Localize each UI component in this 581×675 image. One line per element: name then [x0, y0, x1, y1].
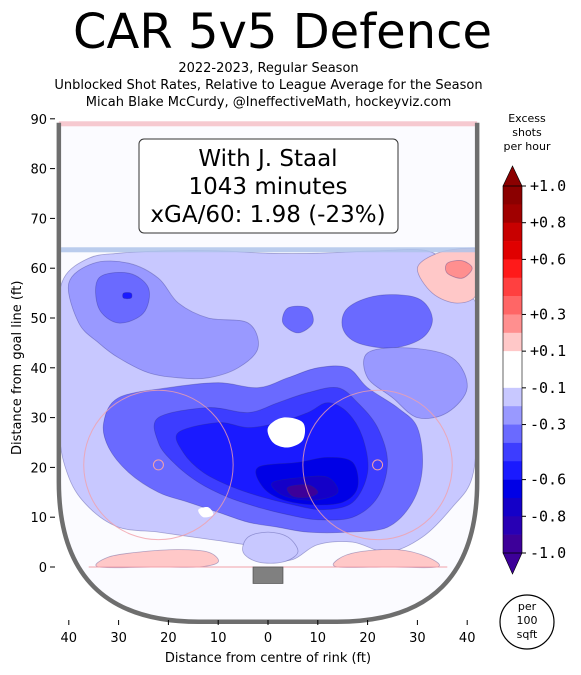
y-tick-label: 60 [30, 262, 47, 277]
goal-net [252, 566, 284, 584]
subtitle-season: 2022-2023, Regular Season [178, 61, 359, 76]
colorbar-tick-label: +0.1 [530, 342, 566, 360]
colorbar-tick-label: +0.6 [530, 250, 566, 268]
x-axis-label: Distance from centre of rink (ft) [165, 651, 371, 666]
unit-badge-line: 100 [517, 614, 538, 627]
colorbar-segment [503, 296, 522, 315]
faceoff-dot-left [152, 459, 164, 471]
annotation-line: 1043 minutes [189, 174, 348, 200]
colorbar-tick-label: -0.1 [530, 379, 566, 397]
upper-right-mid-region [341, 294, 433, 349]
colorbar-tick-label: +0.8 [530, 214, 566, 232]
upper-right-high-core-region [445, 260, 473, 279]
colorbar-segment [503, 516, 522, 535]
x-tick-label: 40 [459, 631, 476, 646]
y-tick-label: 40 [30, 362, 47, 377]
faceoff-dot-right [372, 459, 384, 471]
y-tick-label: 50 [30, 312, 47, 327]
y-axis-label: Distance from goal line (ft) [10, 281, 25, 455]
y-tick-label: 70 [30, 212, 47, 227]
colorbar-segment [503, 534, 522, 554]
annotation-line: xGA/60: 1.98 (-23%) [150, 202, 385, 228]
y-tick-label: 0 [39, 561, 47, 576]
colorbar-segment [503, 387, 522, 407]
slot-center-region [286, 484, 319, 499]
colorbar-bottom-arrow [502, 552, 523, 575]
x-tick-label: 30 [409, 631, 426, 646]
annotation-line: With J. Staal [198, 146, 337, 172]
blue-line [58, 247, 478, 253]
heatmap-regions [58, 247, 478, 569]
y-tick-label: 30 [30, 412, 47, 427]
faceoff-circle-left [83, 389, 234, 541]
faceoff-circle-right [302, 389, 453, 541]
x-tick-label: 40 [61, 631, 78, 646]
x-tick-label: 30 [110, 631, 127, 646]
left-small-dot-region [198, 506, 214, 518]
colorbar-segment [503, 241, 522, 260]
chart-title: CAR 5v5 Defence [73, 4, 492, 60]
upper-left-deep-region [95, 272, 150, 324]
subtitle-description: Unblocked Shot Rates, Relative to League… [54, 78, 483, 93]
colorbar-tick-label: -0.6 [530, 471, 566, 489]
colorbar-tick-label: -0.8 [530, 507, 566, 525]
upper-left-dot-region [122, 292, 133, 300]
x-tick-label: 20 [160, 631, 177, 646]
x-tick-label: 10 [210, 631, 227, 646]
colorbar-tick-label: +0.3 [530, 305, 566, 323]
colorbar-segment [503, 277, 522, 297]
colorbar-tick-label: -0.3 [530, 416, 566, 434]
colorbar-segment [503, 461, 522, 480]
colorbar-top-arrow [502, 165, 523, 187]
axes: 40 30 20 10 0 10 20 30 40 0 10 20 30 40 50 60 70 80 90 Dist… [10, 113, 475, 666]
colorbar-segment [503, 259, 522, 279]
y-tick-label: 90 [30, 113, 47, 128]
y-tick-label: 80 [30, 163, 47, 178]
y-tick-label: 20 [30, 461, 47, 476]
crease-light-region [242, 531, 299, 564]
colorbar-title-line: Excess [508, 112, 546, 125]
top-red-line [58, 121, 478, 127]
unit-badge-line: per [518, 600, 537, 613]
centre-small-low-region [282, 305, 314, 334]
right-mid-band-region [363, 347, 468, 419]
colorbar-title-line: shots [512, 126, 542, 139]
colorbar-segment [503, 497, 522, 517]
x-tick-label: 0 [264, 631, 272, 646]
colorbar-title-line: per hour [504, 140, 551, 153]
unit-badge-circle [499, 594, 555, 650]
annotation-frame [138, 138, 399, 234]
unit-badge-line: sqft [517, 628, 538, 641]
colorbar: +1.0 +0.8 +0.6 +0.3 +0.1 -0.1 -0.3 -0.6 -0.8 -1.0… [502, 112, 566, 575]
x-tick-label: 20 [359, 631, 376, 646]
x-tick-label: 10 [310, 631, 327, 646]
colorbar-tick-label: -1.0 [530, 544, 566, 562]
colorbar-segment [503, 314, 522, 334]
colorbar-segment [503, 479, 522, 499]
colorbar-segment [503, 351, 522, 389]
colorbar-segment [503, 406, 522, 425]
colorbar-segment [503, 442, 522, 462]
colorbar-segment [503, 332, 522, 352]
colorbar-segment [503, 222, 522, 242]
colorbar-segment [503, 204, 522, 223]
slot-white-hole-region [267, 417, 306, 448]
colorbar-tick-label: +1.0 [530, 177, 566, 195]
colorbar-frame [502, 185, 523, 554]
colorbar-segment [503, 424, 522, 444]
subtitle-credit: Micah Blake McCurdy, @IneffectiveMath, h… [85, 95, 452, 110]
y-tick-label: 10 [30, 511, 47, 526]
colorbar-segment [503, 186, 522, 205]
